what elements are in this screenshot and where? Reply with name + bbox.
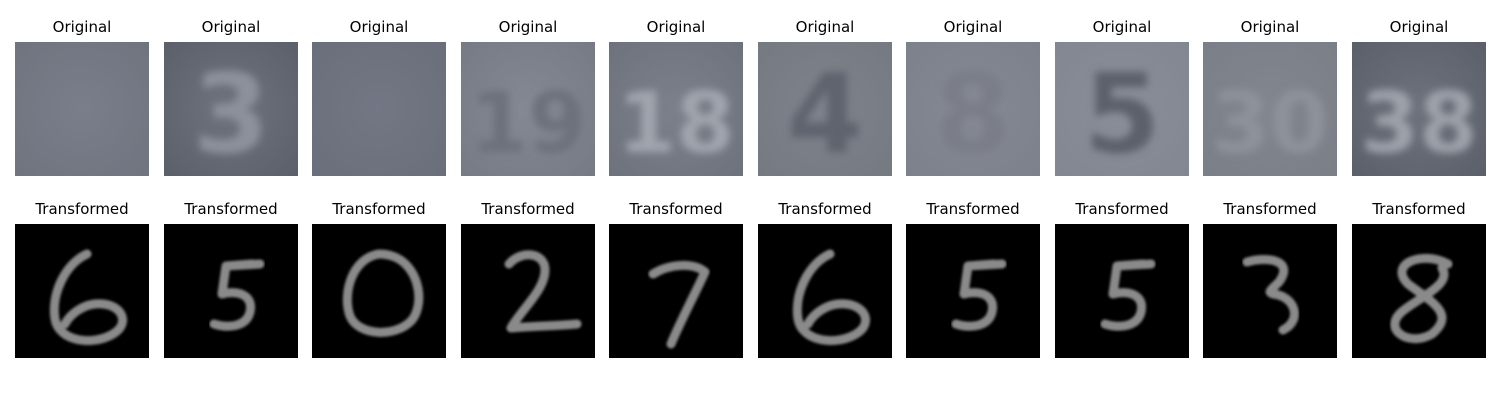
mnist-image <box>312 224 446 358</box>
panel-title: Transformed <box>1372 200 1466 218</box>
digit-stroke <box>951 259 1007 331</box>
panel-title: Original <box>498 18 558 36</box>
digit-stroke <box>1100 259 1156 331</box>
panel-title: Transformed <box>35 200 129 218</box>
panel-title: Original <box>201 18 261 36</box>
panel-title: Transformed <box>926 200 1020 218</box>
svhn-image: 30 <box>1203 42 1337 176</box>
panel-title: Original <box>52 18 112 36</box>
digit-stroke <box>1242 255 1299 335</box>
digit-stroke <box>1390 253 1453 344</box>
svhn-image: 38 <box>1352 42 1486 176</box>
digit-stroke <box>342 249 424 337</box>
mnist-image <box>609 224 743 358</box>
mnist-image <box>164 224 298 358</box>
mnist-image <box>1055 224 1189 358</box>
digit-stroke <box>49 249 128 346</box>
svhn-image: 5 <box>1055 42 1189 176</box>
panel-title: Transformed <box>332 200 426 218</box>
panel-title: Original <box>349 18 409 36</box>
panel-title: Transformed <box>184 200 278 218</box>
digit-stroke <box>792 249 871 346</box>
svhn-image <box>312 42 446 176</box>
mnist-image <box>1352 224 1486 358</box>
panel-title: Original <box>1092 18 1152 36</box>
mnist-image <box>1203 224 1337 358</box>
digit-glyph: 8 <box>935 50 1012 176</box>
panel-title: Original <box>943 18 1003 36</box>
mnist-image <box>758 224 892 358</box>
mnist-image <box>461 224 595 358</box>
mnist-image <box>15 224 149 358</box>
digit-glyph: 38 <box>1361 74 1478 172</box>
panel-title: Transformed <box>629 200 723 218</box>
svhn-image: 8 <box>906 42 1040 176</box>
svhn-image: 18 <box>609 42 743 176</box>
digit-glyph: 19 <box>470 74 587 172</box>
digit-glyph: 3 <box>193 50 270 176</box>
panel-title: Transformed <box>1075 200 1169 218</box>
digit-stroke <box>209 259 265 331</box>
digit-stroke <box>504 250 582 333</box>
svhn-image: 4 <box>758 42 892 176</box>
digit-glyph: 5 <box>1084 50 1161 176</box>
panel-title: Original <box>646 18 706 36</box>
panel-title: Original <box>1389 18 1449 36</box>
digit-glyph: 18 <box>618 74 735 172</box>
panel-title: Original <box>1240 18 1300 36</box>
svhn-image <box>15 42 149 176</box>
digit-glyph: 4 <box>787 50 864 176</box>
svhn-image: 19 <box>461 42 595 176</box>
panel-title: Original <box>795 18 855 36</box>
panel-title: Transformed <box>481 200 575 218</box>
panel-title: Transformed <box>778 200 872 218</box>
digit-glyph: 30 <box>1212 74 1329 172</box>
digit-stroke <box>648 261 710 349</box>
panel-title: Transformed <box>1223 200 1317 218</box>
mnist-image <box>906 224 1040 358</box>
svhn-image: 3 <box>164 42 298 176</box>
